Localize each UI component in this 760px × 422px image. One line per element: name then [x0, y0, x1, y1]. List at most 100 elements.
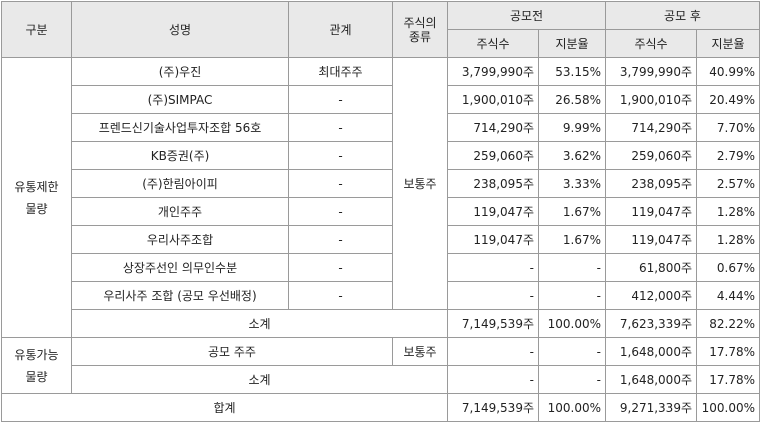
- holder-name: (주)우진: [71, 57, 289, 86]
- before-shares: -: [447, 337, 539, 366]
- holder-relation: -: [288, 225, 393, 254]
- table-row: 상장주선인 의무인수분 - - - 61,800주 0.67%: [2, 253, 760, 282]
- header-after-ratio: 지분율: [696, 29, 760, 58]
- before-ratio: 3.33%: [538, 169, 606, 198]
- header-before-offering: 공모전: [447, 1, 606, 30]
- before-ratio: 9.99%: [538, 113, 606, 142]
- holder-name: (주)SIMPAC: [71, 85, 289, 114]
- holder-name: 상장주선인 의무인수분: [71, 253, 289, 282]
- after-ratio: 1.28%: [696, 197, 760, 226]
- table-row: (주)SIMPAC - 1,900,010주 26.58% 1,900,010주…: [2, 85, 760, 114]
- table-row: (주)한림아이피 - 238,095주 3.33% 238,095주 2.57%: [2, 169, 760, 198]
- after-ratio: 17.78%: [696, 337, 760, 366]
- after-shares: 61,800주: [605, 253, 697, 282]
- table-row: 개인주주 - 119,047주 1.67% 119,047주 1.28%: [2, 197, 760, 226]
- header-before-ratio: 지분율: [538, 29, 606, 58]
- before-ratio: -: [538, 337, 606, 366]
- after-shares: 412,000주: [605, 281, 697, 310]
- holder-name: (주)한림아이피: [71, 169, 289, 198]
- before-shares: 259,060주: [447, 141, 539, 170]
- after-shares: 7,623,339주: [605, 309, 697, 338]
- before-ratio: 3.62%: [538, 141, 606, 170]
- after-ratio: 17.78%: [696, 365, 760, 394]
- before-ratio: 1.67%: [538, 225, 606, 254]
- table-row: KB증권(주) - 259,060주 3.62% 259,060주 2.79%: [2, 141, 760, 170]
- before-ratio: -: [538, 253, 606, 282]
- table-row: 유통제한 물량 (주)우진 최대주주 보통주 3,799,990주 53.15%…: [1, 57, 760, 338]
- holder-relation: -: [288, 169, 393, 198]
- before-ratio: -: [538, 365, 606, 394]
- after-ratio: 2.57%: [696, 169, 760, 198]
- after-shares: 1,900,010주: [605, 85, 697, 114]
- after-ratio: 2.79%: [696, 141, 760, 170]
- before-shares: 714,290주: [447, 113, 539, 142]
- before-shares: 7,149,539주: [447, 309, 539, 338]
- after-shares: 1,648,000주: [605, 365, 697, 394]
- holder-name: 우리사주 조합 (공모 우선배정): [71, 281, 289, 310]
- total-row: 합계 7,149,539주 100.00% 9,271,339주 100.00%: [1, 393, 760, 422]
- before-shares: 3,799,990주: [447, 57, 539, 86]
- before-shares: 119,047주: [447, 197, 539, 226]
- category-restricted: 유통제한 물량: [1, 57, 72, 338]
- subtotal-label: 소계: [71, 365, 448, 394]
- before-shares: 238,095주: [447, 169, 539, 198]
- after-shares: 3,799,990주: [605, 57, 697, 86]
- after-ratio: 82.22%: [696, 309, 760, 338]
- table-row: 우리사주 조합 (공모 우선배정) - - - 412,000주 4.44%: [2, 281, 760, 310]
- holder-name: KB증권(주): [71, 141, 289, 170]
- holder-relation: -: [288, 197, 393, 226]
- subtotal-row-tradable: 소계 - - 1,648,000주 17.78%: [2, 365, 760, 394]
- after-shares: 259,060주: [605, 141, 697, 170]
- holder-relation: -: [288, 141, 393, 170]
- stock-type-restricted: 보통주: [392, 57, 448, 310]
- header-name: 성명: [71, 1, 289, 58]
- before-ratio: 53.15%: [538, 57, 606, 86]
- header-after-offering: 공모 후: [605, 1, 760, 30]
- after-ratio: 40.99%: [696, 57, 760, 86]
- before-shares: -: [447, 365, 539, 394]
- holder-name: 프렌드신기술사업투자조합 56호: [71, 113, 289, 142]
- header-row-2: 주식수 지분율 주식수 지분율: [2, 29, 760, 58]
- before-ratio: 100.00%: [538, 393, 606, 422]
- after-ratio: 20.49%: [696, 85, 760, 114]
- header-before-shares: 주식수: [447, 29, 539, 58]
- after-ratio: 4.44%: [696, 281, 760, 310]
- before-shares: -: [447, 253, 539, 282]
- header-category: 구분: [1, 1, 72, 58]
- after-ratio: 0.67%: [696, 253, 760, 282]
- before-ratio: 100.00%: [538, 309, 606, 338]
- header-after-shares: 주식수: [605, 29, 697, 58]
- before-shares: 119,047주: [447, 225, 539, 254]
- before-ratio: -: [538, 281, 606, 310]
- subtotal-label: 소계: [71, 309, 448, 338]
- after-ratio: 7.70%: [696, 113, 760, 142]
- header-relation: 관계: [288, 1, 393, 58]
- after-shares: 119,047주: [605, 197, 697, 226]
- table-row: 우리사주조합 - 119,047주 1.67% 119,047주 1.28%: [2, 225, 760, 254]
- holder-name: 개인주주: [71, 197, 289, 226]
- table-row: 프렌드신기술사업투자조합 56호 - 714,290주 9.99% 714,29…: [2, 113, 760, 142]
- header-row-1: 구분 성명 관계 주식의 종류 공모전 공모 후: [1, 1, 760, 58]
- category-tradable: 유통가능 물량: [1, 337, 72, 394]
- total-label: 합계: [1, 393, 448, 422]
- after-shares: 9,271,339주: [605, 393, 697, 422]
- holder-relation: -: [288, 281, 393, 310]
- before-ratio: 26.58%: [538, 85, 606, 114]
- header-stock-type: 주식의 종류: [392, 1, 448, 58]
- before-shares: 7,149,539주: [447, 393, 539, 422]
- holder-name: 공모 주주: [71, 337, 393, 366]
- holder-relation: -: [288, 85, 393, 114]
- after-shares: 714,290주: [605, 113, 697, 142]
- holder-name: 우리사주조합: [71, 225, 289, 254]
- holder-relation: -: [288, 113, 393, 142]
- table-row: 유통가능 물량 공모 주주 보통주 - - 1,648,000주 17.78%: [1, 337, 760, 394]
- holder-relation: 최대주주: [288, 57, 393, 86]
- subtotal-row-restricted: 소계 7,149,539주 100.00% 7,623,339주 82.22%: [2, 309, 760, 338]
- after-ratio: 100.00%: [696, 393, 760, 422]
- before-shares: 1,900,010주: [447, 85, 539, 114]
- before-shares: -: [447, 281, 539, 310]
- after-ratio: 1.28%: [696, 225, 760, 254]
- stock-type-tradable: 보통주: [392, 337, 448, 366]
- after-shares: 119,047주: [605, 225, 697, 254]
